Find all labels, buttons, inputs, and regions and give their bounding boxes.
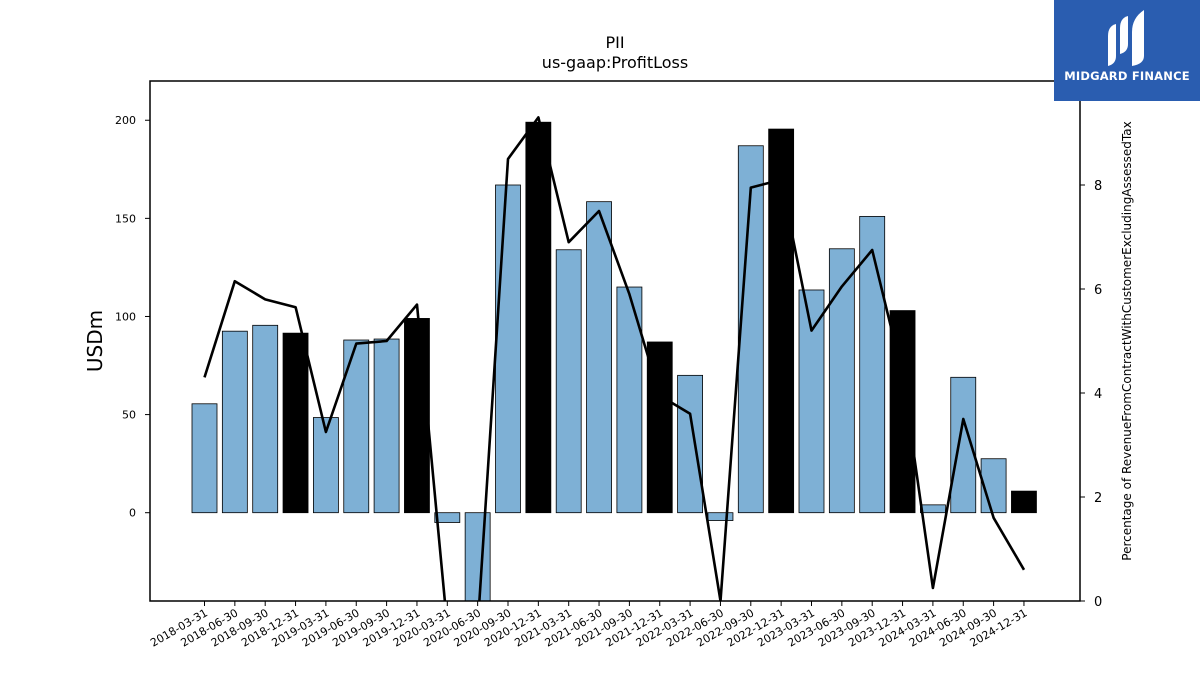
line-series xyxy=(203,116,1026,601)
bar xyxy=(859,215,886,514)
bar xyxy=(221,330,248,514)
bar xyxy=(495,184,521,514)
bar xyxy=(586,201,612,514)
bar xyxy=(404,318,430,514)
y-tick-label: 200 xyxy=(115,114,136,127)
bar xyxy=(525,121,552,514)
y2-tick-label: 2 xyxy=(1094,491,1102,506)
plot-marks xyxy=(191,116,1037,601)
chart-subtitle: us-gaap:ProfitLoss xyxy=(542,53,688,72)
plot-area: 05010015020002468102018-03-312018-06-302… xyxy=(115,75,1111,650)
bar xyxy=(312,417,339,514)
y-tick-label: 150 xyxy=(115,212,136,225)
y2-tick-label: 0 xyxy=(1094,595,1102,610)
bar xyxy=(980,458,1007,514)
chart-title: PII xyxy=(605,33,624,52)
bar xyxy=(798,289,825,514)
y2-tick-label: 4 xyxy=(1094,387,1102,402)
y-tick-label: 100 xyxy=(115,310,136,323)
bar xyxy=(920,504,946,514)
bar xyxy=(252,324,279,514)
y2-axis-label: Percentage of RevenueFromContractWithCus… xyxy=(1120,121,1134,560)
bar xyxy=(1011,490,1037,514)
bar xyxy=(282,332,309,514)
bar xyxy=(191,403,218,514)
bar xyxy=(707,512,734,521)
y-axis-label: USDm xyxy=(83,310,107,372)
y2-tick-label: 8 xyxy=(1094,179,1102,194)
logo-mark-icon xyxy=(1108,10,1144,66)
bar xyxy=(737,145,764,514)
y-tick-label: 50 xyxy=(122,409,136,422)
bar xyxy=(677,374,703,514)
bar xyxy=(828,248,855,514)
bar xyxy=(434,512,461,523)
plot-frame xyxy=(149,80,1081,602)
bar xyxy=(555,249,582,514)
logo: MIDGARD FINANCE xyxy=(1054,0,1200,101)
bar xyxy=(464,512,491,601)
logo-text: MIDGARD FINANCE xyxy=(1064,69,1190,83)
bar xyxy=(373,338,400,514)
y2-tick-label: 6 xyxy=(1094,283,1102,298)
y-tick-label: 0 xyxy=(129,507,136,520)
bar xyxy=(768,128,795,514)
